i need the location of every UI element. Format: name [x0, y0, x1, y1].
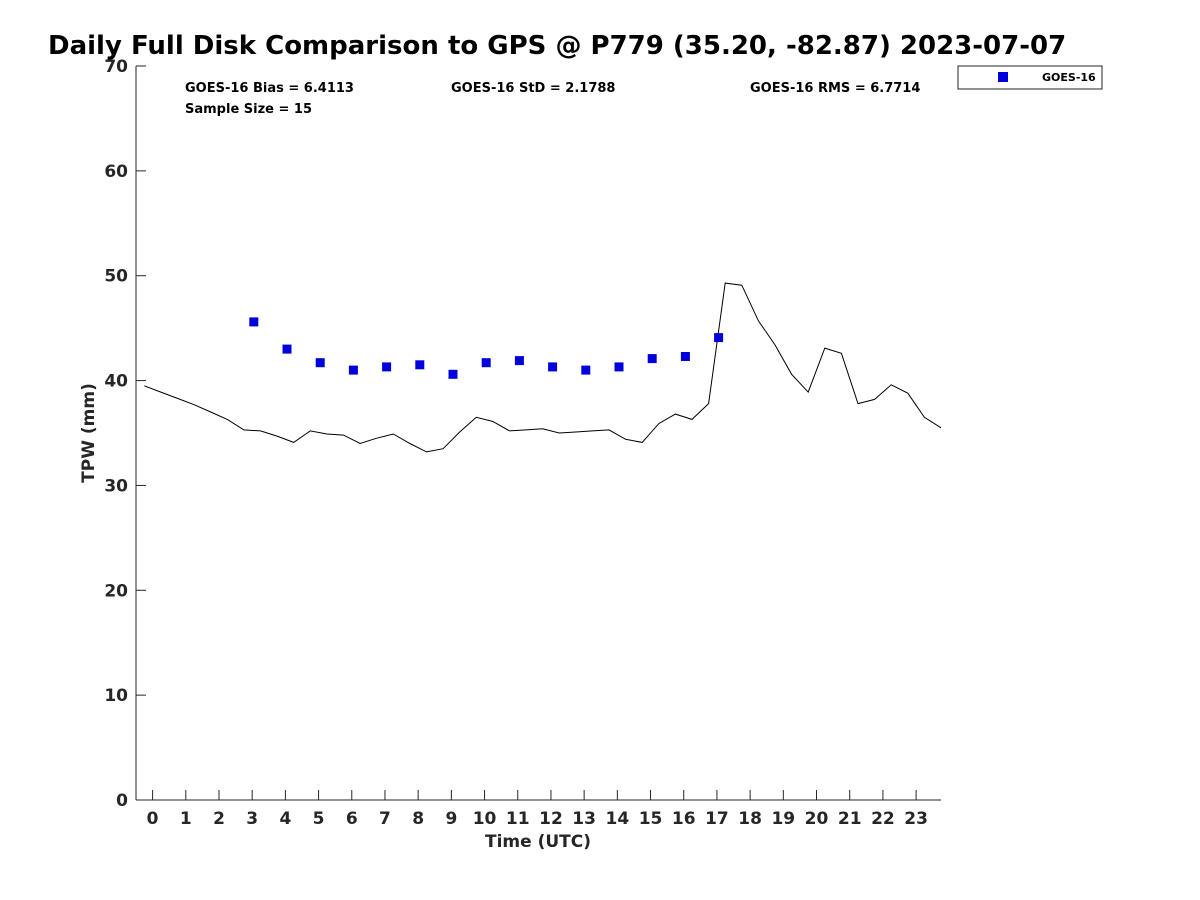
y-tick-label: 40 — [104, 372, 128, 392]
x-tick-label: 7 — [379, 809, 391, 829]
x-tick-label: 23 — [904, 809, 928, 829]
x-tick-label: 17 — [705, 809, 729, 829]
bias-stat: GOES-16 Bias = 6.4113 — [185, 81, 354, 96]
x-tick-label: 3 — [246, 809, 258, 829]
x-tick-label: 1 — [180, 809, 192, 829]
y-tick-label: 60 — [104, 162, 128, 182]
x-tick-label: 13 — [572, 809, 596, 829]
x-tick-label: 2 — [213, 809, 225, 829]
x-tick-label: 21 — [838, 809, 862, 829]
x-axis-label: Time (UTC) — [485, 832, 591, 852]
rms-stat: GOES-16 RMS = 6.7714 — [750, 81, 920, 96]
y-tick-label: 30 — [104, 476, 128, 496]
goes16-point — [548, 362, 558, 372]
legend-label: GOES-16 — [1042, 71, 1096, 84]
x-tick-label: 14 — [606, 809, 630, 829]
goes16-point — [647, 354, 657, 364]
legend-marker — [998, 72, 1008, 82]
goes16-point — [315, 358, 325, 368]
gps-tpw-line — [144, 282, 942, 453]
x-tick-label: 16 — [672, 809, 696, 829]
goes16-point — [714, 333, 724, 343]
goes16-point — [249, 317, 259, 327]
x-tick-label: 9 — [445, 809, 457, 829]
x-tick-label: 22 — [871, 809, 895, 829]
chart-title: Daily Full Disk Comparison to GPS @ P779… — [48, 31, 1066, 61]
x-tick-label: 18 — [738, 809, 762, 829]
x-tick-label: 8 — [412, 809, 424, 829]
goes16-point — [282, 344, 292, 354]
y-tick-label: 50 — [104, 267, 128, 287]
goes16-point — [448, 369, 458, 379]
goes16-point — [614, 362, 624, 372]
y-tick-label: 10 — [104, 686, 128, 706]
x-ticks: 0 1 2 3 4 5 6 7 8 9 10 11 12 13 14 15 16 17 18 19 20 21 22 23 — [147, 790, 928, 829]
sample-size-stat: Sample Size = 15 — [185, 102, 312, 117]
x-tick-label: 5 — [313, 809, 325, 829]
y-ticks: 0 10 20 30 40 50 60 70 — [104, 57, 146, 811]
x-tick-label: 6 — [346, 809, 358, 829]
x-tick-label: 15 — [639, 809, 663, 829]
legend-box — [957, 65, 1103, 90]
goes16-point — [581, 365, 591, 375]
x-tick-label: 0 — [147, 809, 159, 829]
std-stat: GOES-16 StD = 2.1788 — [451, 81, 615, 96]
y-tick-label: 20 — [104, 581, 128, 601]
x-tick-label: 10 — [473, 809, 497, 829]
goes16-point — [348, 365, 358, 375]
y-axis-label: TPW (mm) — [79, 383, 99, 483]
y-tick-label: 70 — [104, 57, 128, 77]
x-tick-label: 11 — [506, 809, 530, 829]
x-tick-label: 20 — [805, 809, 829, 829]
x-tick-label: 19 — [771, 809, 795, 829]
goes16-point — [481, 358, 491, 368]
goes16-points — [249, 317, 724, 379]
y-tick-label: 0 — [116, 791, 128, 811]
goes16-point — [382, 362, 392, 372]
goes16-point — [514, 356, 524, 366]
legend: GOES-16 — [957, 65, 1103, 90]
x-tick-label: 4 — [279, 809, 291, 829]
x-tick-label: 12 — [539, 809, 563, 829]
goes16-point — [415, 360, 425, 370]
goes16-point — [680, 352, 690, 361]
